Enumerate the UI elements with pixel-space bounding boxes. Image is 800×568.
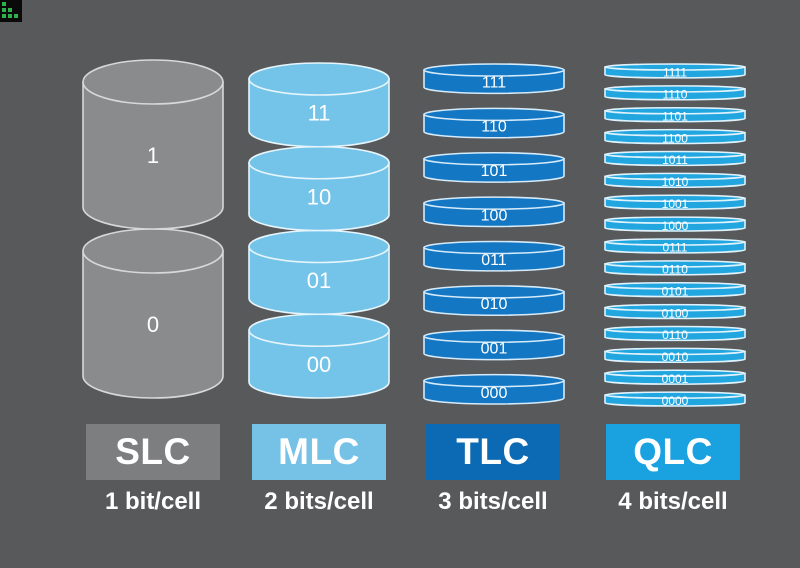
cell-state-label: 0000 (662, 394, 689, 408)
cell-state-qlc-8: 0111 (604, 238, 746, 255)
cell-state-label: 101 (481, 163, 508, 180)
cell-state-mlc-0: 11 (248, 62, 390, 148)
cell-state-qlc-15: 0000 (604, 391, 746, 408)
cell-cylinders: 0100011011000001010011100101110111000000… (82, 59, 746, 408)
cell-state-tlc-2: 101 (423, 151, 565, 183)
cell-state-qlc-12: 0110 (604, 325, 746, 342)
cell-state-label: 1 (147, 143, 159, 168)
cell-state-mlc-1: 10 (248, 145, 390, 232)
slc-label: SLC (86, 424, 220, 480)
cell-state-slc-0: 1 (82, 59, 224, 230)
corner-logo-icon (0, 0, 22, 22)
cell-state-label: 1111 (663, 66, 687, 80)
tlc-label: TLC (426, 424, 560, 480)
cell-state-label: 1101 (662, 109, 688, 123)
cell-state-tlc-5: 010 (423, 285, 565, 317)
cell-state-label: 0100 (662, 306, 689, 320)
cell-state-tlc-0: 111 (423, 63, 565, 95)
cell-state-label: 0110 (662, 263, 688, 277)
qlc-label: QLC (606, 424, 740, 480)
cell-state-label: 0 (147, 312, 159, 337)
cell-state-tlc-6: 001 (423, 329, 565, 361)
cell-state-label: 00 (307, 352, 331, 377)
tlc-caption: 3 bits/cell (438, 488, 548, 515)
qlc-stack: 0000 0001 0010 0110 0100 0101 0110 0111 1000 1001… (604, 63, 746, 408)
cell-state-label: 0110 (662, 328, 688, 342)
cell-state-qlc-7: 1000 (604, 216, 746, 233)
cell-state-qlc-3: 1100 (604, 128, 746, 145)
cell-state-qlc-4: 1011 (604, 150, 746, 167)
cell-state-label: 111 (482, 74, 506, 91)
cell-state-qlc-2: 1101 (604, 106, 746, 123)
cell-state-label: 000 (481, 385, 508, 402)
cell-state-label: 100 (481, 207, 508, 224)
cell-state-label: 110 (481, 119, 507, 136)
cell-state-label: 1000 (662, 219, 689, 233)
cell-state-qlc-14: 0001 (604, 369, 746, 386)
mlc-stack: 00 01 10 11 (248, 62, 390, 399)
slc-caption: 1 bit/cell (104, 488, 202, 515)
cell-state-qlc-13: 0010 (604, 347, 746, 364)
mlc-caption: 2 bits/cell (264, 488, 374, 515)
cell-state-label: 0101 (662, 284, 689, 298)
cell-state-label: 1001 (662, 197, 689, 211)
cell-state-label: 1011 (662, 153, 688, 167)
cell-state-tlc-3: 100 (423, 196, 565, 228)
cell-state-qlc-5: 1010 (604, 172, 746, 189)
cell-state-mlc-2: 01 (248, 229, 390, 316)
slc-stack: 01 (82, 59, 224, 399)
cell-state-slc-1: 0 (82, 228, 224, 399)
cell-state-qlc-10: 0101 (604, 281, 746, 298)
cell-state-label: 10 (307, 184, 331, 209)
cell-state-tlc-1: 110 (423, 107, 565, 139)
cell-state-tlc-7: 000 (423, 373, 565, 405)
cell-state-qlc-9: 0110 (604, 260, 746, 277)
tlc-stack: 000 001 010 011 100 101 110 111 (423, 63, 565, 405)
cell-state-label: 001 (481, 341, 508, 358)
cell-state-label: 0010 (662, 350, 689, 364)
cell-state-label: 1100 (662, 131, 688, 145)
cell-state-label: 0001 (662, 372, 689, 386)
cell-state-qlc-6: 1001 (604, 194, 746, 211)
cell-state-label: 01 (307, 268, 331, 293)
mlc-label: MLC (252, 424, 386, 480)
cell-state-qlc-11: 0100 (604, 303, 746, 320)
cell-state-label: 1010 (662, 175, 689, 189)
cell-state-mlc-3: 00 (248, 313, 390, 399)
cell-state-label: 010 (481, 296, 508, 313)
cell-state-label: 011 (481, 252, 507, 269)
cell-state-label: 1110 (663, 88, 688, 102)
cell-state-tlc-4: 011 (423, 240, 565, 272)
cell-state-label: 0111 (663, 241, 688, 255)
cell-state-qlc-1: 1110 (604, 85, 746, 102)
cell-state-qlc-0: 1111 (604, 63, 746, 80)
qlc-caption: 4 bits/cell (618, 488, 728, 515)
cell-state-label: 11 (308, 101, 331, 126)
